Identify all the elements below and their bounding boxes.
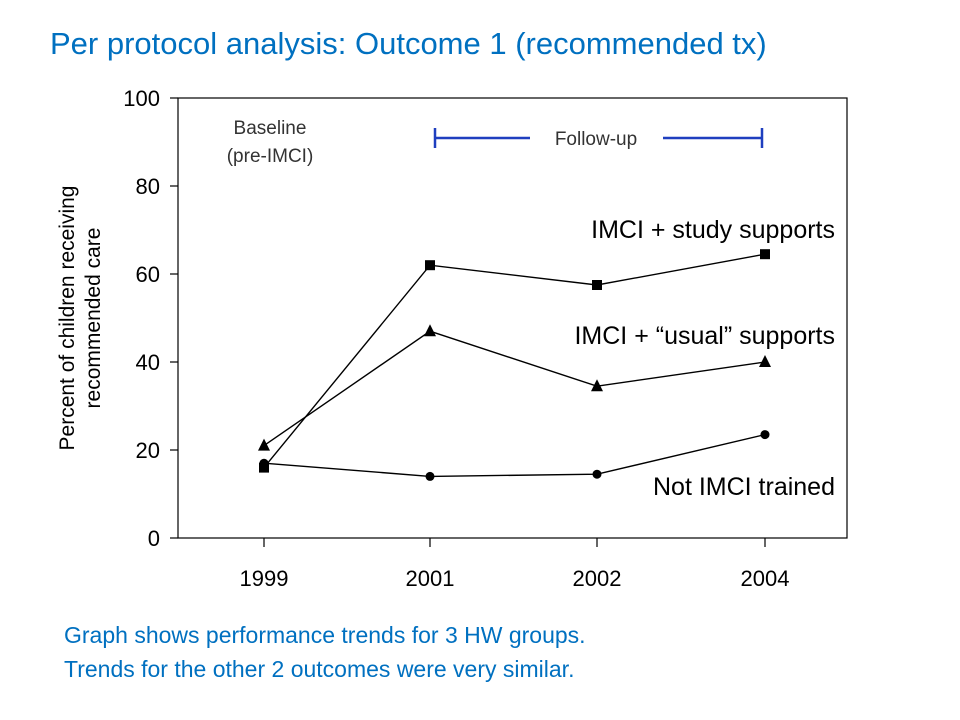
y-tick-label-0: 0 [148,526,160,551]
series-2-point-2001 [424,324,436,337]
baseline-label-line-2: (pre-IMCI) [227,146,314,167]
x-tick-label-2002: 2002 [573,566,622,591]
y-tick-label-20: 20 [136,438,160,463]
series-group: IMCI + study supports IMCI + “usual” supp… [258,216,835,501]
series-3-point-2004 [760,430,770,440]
y-tick-label-100: 100 [123,86,160,111]
series-2-point-1999 [258,438,270,451]
series-3-point-2002 [592,469,602,479]
y-axis-title-line-2: recommended care [82,228,105,409]
series-3-label: Not IMCI trained [653,473,835,501]
x-tick-label-2004: 2004 [741,566,790,591]
y-axis-title-line-1: Percent of children receiving [56,186,79,451]
series-1-point-2001 [425,260,435,271]
series-1-line [263,253,766,469]
y-tick-label-40: 40 [136,350,160,375]
series-3-point-1999 [259,458,269,468]
series-1: IMCI + study supports [259,216,835,473]
x-axis: 1999 2001 2002 2004 [240,538,790,591]
series-3-point-2001 [425,471,435,481]
series-2: IMCI + “usual” supports [258,322,835,451]
y-axis-title: Percent of children receiving recommended… [56,186,105,451]
series-3: Not IMCI trained [259,430,835,501]
series-3-line [263,433,766,478]
series-1-label: IMCI + study supports [591,216,835,244]
plot-frame [177,97,848,539]
series-2-line [263,330,766,447]
series-1-point-2002 [592,280,602,290]
series-2-point-2002 [591,379,603,392]
x-tick-label-2001: 2001 [406,566,455,591]
caption-line-1: Graph shows performance trends for 3 HW … [64,622,586,648]
y-tick-label-80: 80 [136,174,160,199]
series-2-point-2004 [759,355,771,367]
slide-title: Per protocol analysis: Outcome 1 (recomm… [50,26,767,61]
y-tick-label-60: 60 [136,262,160,287]
caption-line-2: Trends for the other 2 outcomes were ver… [64,656,575,682]
annotations: Baseline (pre-IMCI) Follow-up [227,118,764,167]
series-2-label: IMCI + “usual” supports [574,322,835,350]
x-tick-label-1999: 1999 [240,566,289,591]
baseline-label-line-1: Baseline [234,118,307,139]
series-1-point-2004 [760,249,770,260]
followup-label: Follow-up [555,129,637,150]
y-axis: 0 20 40 60 80 100 [123,86,178,551]
